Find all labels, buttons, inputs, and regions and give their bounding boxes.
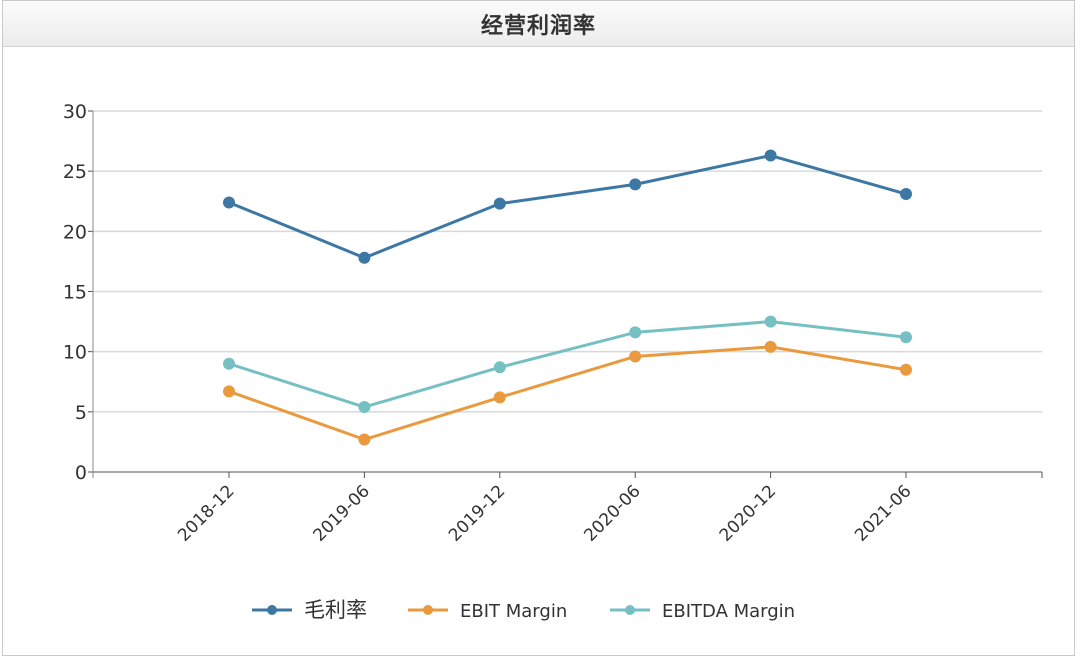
data-point: [358, 401, 371, 414]
y-tick-label: 20: [63, 221, 87, 243]
data-point: [764, 340, 777, 353]
grid-lines: [93, 110, 1042, 413]
legend: 毛利率 EBIT Margin EBITDA Margin: [252, 598, 795, 622]
data-point: [223, 385, 235, 398]
series-layer: [223, 149, 912, 446]
data-point: [493, 197, 506, 210]
legend-swatch-marker: [625, 605, 635, 615]
legend-swatch-marker: [423, 605, 433, 615]
data-point: [900, 331, 912, 344]
series-line: [228, 320, 907, 409]
x-tick-label: 2019-06: [310, 481, 374, 545]
data-point: [900, 188, 912, 201]
y-tick-label: 10: [63, 342, 87, 364]
x-tick-label: 2019-12: [445, 481, 509, 545]
data-point: [223, 357, 235, 370]
data-point: [358, 251, 371, 264]
data-point: [629, 350, 642, 363]
data-point: [493, 391, 506, 404]
x-tick-label: 2021-06: [851, 481, 915, 545]
axes: 0 5 10 15 20 25 30 2018-12 2019-06 2019-12 2020-06…: [63, 101, 1043, 546]
data-point: [764, 315, 777, 328]
y-tick-label: 25: [63, 161, 87, 183]
y-tick-label: 0: [75, 462, 87, 484]
series-line: [228, 154, 907, 260]
data-point: [900, 363, 912, 376]
series-line: [228, 345, 907, 442]
legend-swatch-marker: [267, 605, 277, 615]
data-point: [629, 326, 642, 339]
legend-label: EBITDA Margin: [662, 601, 795, 622]
panel-title: 经营利润率: [480, 13, 596, 39]
legend-label: 毛利率: [304, 598, 367, 622]
panel-header: 经营利润率: [3, 1, 1074, 47]
data-point: [223, 196, 235, 209]
data-point: [764, 149, 777, 162]
legend-label: EBIT Margin: [460, 601, 567, 622]
y-tick-label: 15: [63, 282, 87, 304]
x-tick-label: 2020-12: [716, 481, 780, 545]
x-tick-label: 2020-06: [580, 481, 644, 545]
y-tick-label: 5: [75, 402, 87, 424]
data-point: [629, 178, 642, 191]
x-tick-label: 2018-12: [174, 481, 238, 545]
data-point: [358, 433, 371, 446]
data-point: [493, 361, 506, 374]
y-tick-label: 30: [63, 101, 87, 123]
